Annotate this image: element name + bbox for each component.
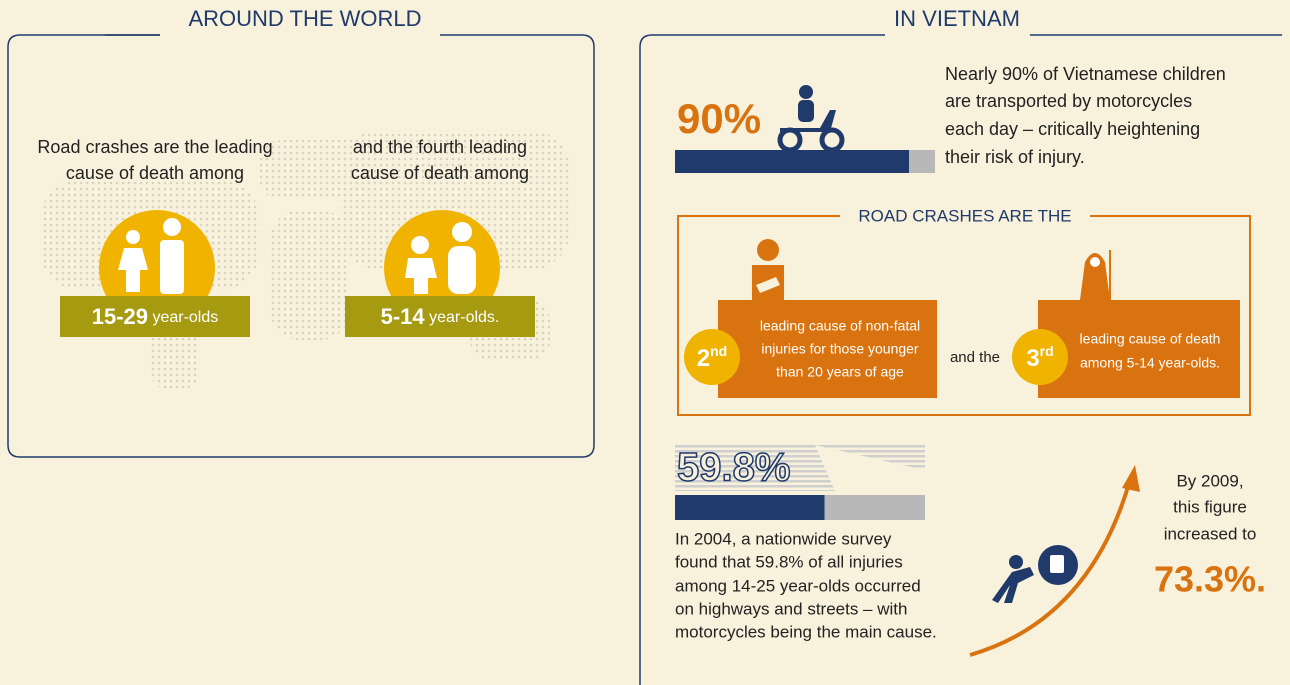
body-text: each day – critically heightening	[945, 119, 1200, 139]
stat-bar	[675, 495, 825, 520]
body-text: In 2004, a nationwide survey	[675, 529, 892, 548]
stat-bar	[675, 150, 909, 173]
stat-value: 59.8%	[677, 446, 790, 490]
body-text: Road crashes are the leading	[37, 137, 272, 157]
age: 5-14	[381, 304, 426, 329]
body-text: By 2009,	[1176, 471, 1243, 490]
rank-badge	[1012, 329, 1068, 385]
box-title: ROAD CRASHES ARE THE	[858, 206, 1071, 225]
rank-suffix: rd	[1040, 343, 1054, 359]
age-group: and the fourth leading cause of death am…	[345, 137, 535, 337]
rank-badge	[684, 329, 740, 385]
age-suffix: year-olds.	[429, 309, 499, 326]
body-text: their risk of injury.	[945, 147, 1085, 167]
panel-border	[7, 34, 595, 458]
body-text: increased to	[1164, 524, 1257, 543]
rank-text: among 5-14 year-olds.	[1080, 355, 1220, 371]
body-text: cause of death among	[66, 163, 244, 183]
body-text: this figure	[1173, 497, 1247, 516]
rank-number: 3	[1026, 345, 1039, 372]
rank: 2nd	[697, 343, 727, 373]
body-text: and the fourth leading	[353, 137, 527, 157]
injured-icon	[752, 239, 784, 300]
age-label: 15-29 year-olds	[92, 304, 219, 329]
box-border	[677, 215, 1251, 416]
reaper-icon	[1080, 250, 1111, 300]
panel-title: AROUND THE WORLD	[188, 6, 421, 31]
rank-number: 2	[697, 345, 710, 372]
panel-title: IN VIETNAM	[894, 6, 1020, 31]
road-graphic	[815, 445, 925, 491]
motorcycle-icon	[777, 85, 845, 153]
rank-box	[718, 300, 937, 398]
connector: and the	[950, 349, 1000, 366]
pushing-icon	[992, 545, 1078, 603]
body-text: are transported by motorcycles	[945, 91, 1192, 111]
panel-border	[639, 34, 885, 685]
age-label: 5-14 year-olds.	[381, 304, 500, 329]
stat-value: 73.3%.	[1154, 559, 1266, 600]
rank-text: than 20 years of age	[776, 364, 904, 380]
rank-box	[1038, 300, 1240, 398]
body-text: Nearly 90% of Vietnamese children	[945, 64, 1226, 84]
arrow-head	[1122, 465, 1140, 492]
body-text: cause of death among	[351, 163, 529, 183]
body-text: motorcycles being the main cause.	[675, 622, 937, 641]
age-suffix: year-olds	[152, 309, 218, 326]
age-group: Road crashes are the leading cause of de…	[37, 137, 273, 337]
rank-text: leading cause of death	[1080, 331, 1221, 347]
rank-text: injuries for those younger	[761, 341, 919, 357]
rank: 3rd	[1026, 343, 1053, 373]
body-text: among 14-25 year-olds occurred	[675, 576, 921, 595]
body-text: found that 59.8% of all injuries	[675, 552, 903, 571]
age: 15-29	[92, 304, 148, 329]
trend-arrow	[969, 479, 1132, 657]
stat-value: 90%	[677, 95, 761, 142]
rank-suffix: nd	[710, 343, 727, 359]
body-text: on highways and streets – with	[675, 599, 907, 618]
rank-text: leading cause of non-fatal	[760, 318, 920, 334]
